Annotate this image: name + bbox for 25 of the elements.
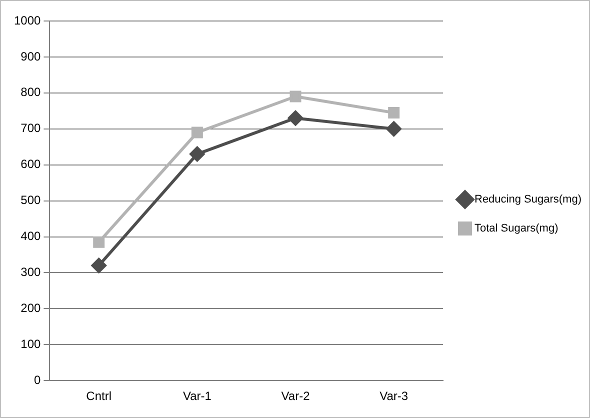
y-tick-label: 900 [20, 49, 42, 64]
y-tick-label: 1000 [14, 13, 42, 28]
x-tick-label: Var-1 [182, 389, 212, 404]
legend-label: Total Sugars(mg) [474, 222, 558, 235]
y-tick-label: 200 [20, 300, 42, 315]
point [290, 90, 302, 102]
y-tick-label: 0 [34, 372, 42, 387]
point [91, 258, 106, 274]
y-tick-label: 400 [20, 229, 42, 244]
y-tick-label: 300 [20, 265, 42, 280]
x-tick-label: Cntrl [86, 389, 112, 404]
point [191, 126, 203, 138]
point [93, 236, 105, 248]
y-tick-label: 800 [20, 85, 42, 100]
y-tick-label: 600 [20, 157, 42, 172]
legend-label: Reducing Sugars(mg) [474, 194, 582, 206]
point [386, 121, 402, 136]
point [388, 106, 400, 118]
point [288, 110, 304, 126]
y-tick-label: 100 [20, 336, 42, 351]
y-tick-label: 700 [20, 121, 42, 136]
y-tick-label: 500 [20, 193, 42, 208]
point [190, 146, 205, 162]
x-tick-label: Var-3 [380, 389, 408, 404]
x-tick-label: Var-2 [281, 389, 310, 404]
